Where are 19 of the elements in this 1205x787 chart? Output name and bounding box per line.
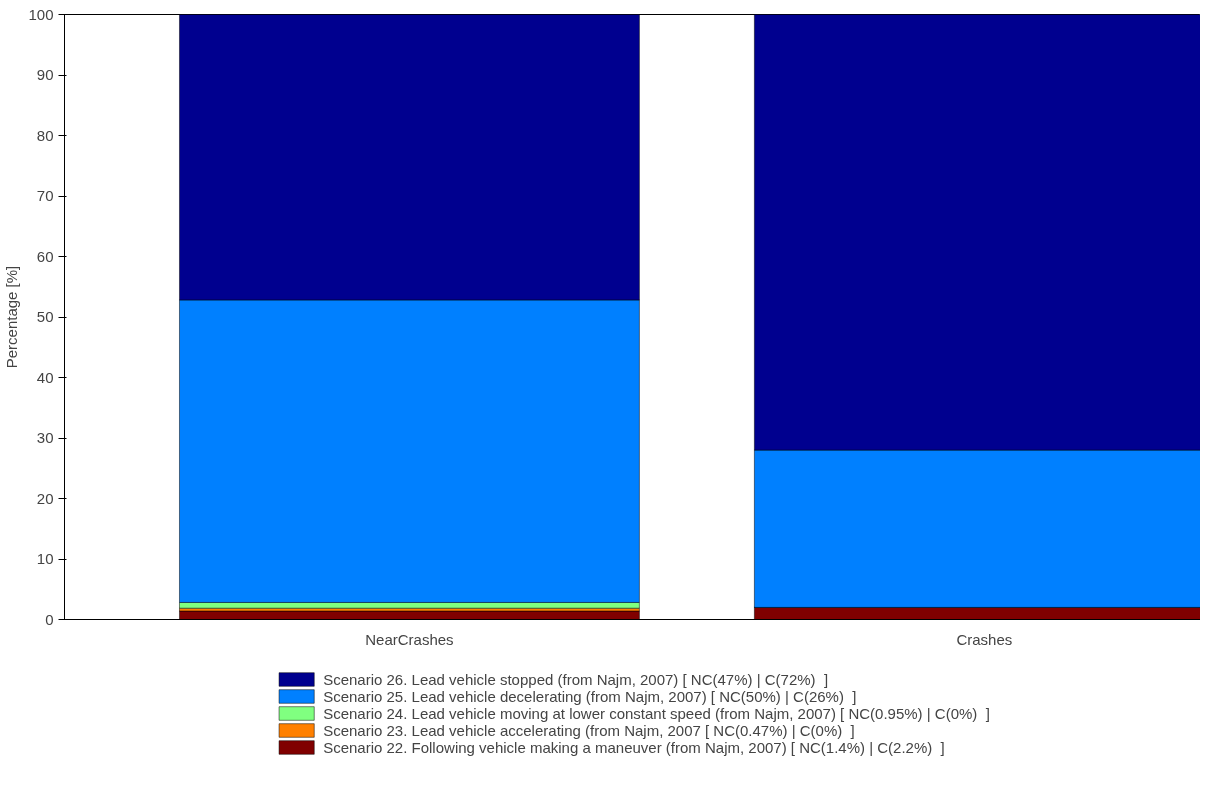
- y-tick-label: 70: [36, 187, 54, 204]
- y-tick-label: 30: [36, 429, 54, 446]
- y-tick-label: 0: [45, 610, 54, 628]
- legend-label: Scenario 25. Lead vehicle decelerating (from Najm, 2007) [ NC(50%) | C(26%) ]: [323, 687, 857, 704]
- legend-label: Scenario 26. Lead vehicle stopped (from Najm, 2007) [ NC(47%) | C(72%) ]: [323, 670, 829, 687]
- legend-label: Scenario 22. Following vehicle making a maneuver (from Najm, 2007) [ NC(1.4%) | C(2.2%) ]: [323, 738, 945, 755]
- y-tick-label: 40: [36, 368, 54, 386]
- y-tick-label: 100: [28, 5, 54, 23]
- y-tick-label: 80: [36, 126, 54, 144]
- y-tick-label: 60: [36, 247, 54, 265]
- x-tick-label: Crashes: [956, 630, 1013, 648]
- y-tick-label: 50: [36, 308, 54, 325]
- legend-label: Scenario 23. Lead vehicle accelerating (from Najm, 2007 [ NC(0.47%) | C(0%) ]: [323, 721, 855, 738]
- legend-label: Scenario 24. Lead vehicle moving at lower constant speed (from Najm, 2007) [ NC(0.95%) | C(0%) ]: [323, 704, 990, 721]
- x-tick-label: NearCrashes: [365, 630, 454, 648]
- y-tick-label: 90: [36, 66, 54, 83]
- y-tick-label: 20: [36, 489, 54, 507]
- y-axis-title: Percentage [%]: [3, 265, 21, 369]
- y-tick-label: 10: [36, 550, 54, 567]
